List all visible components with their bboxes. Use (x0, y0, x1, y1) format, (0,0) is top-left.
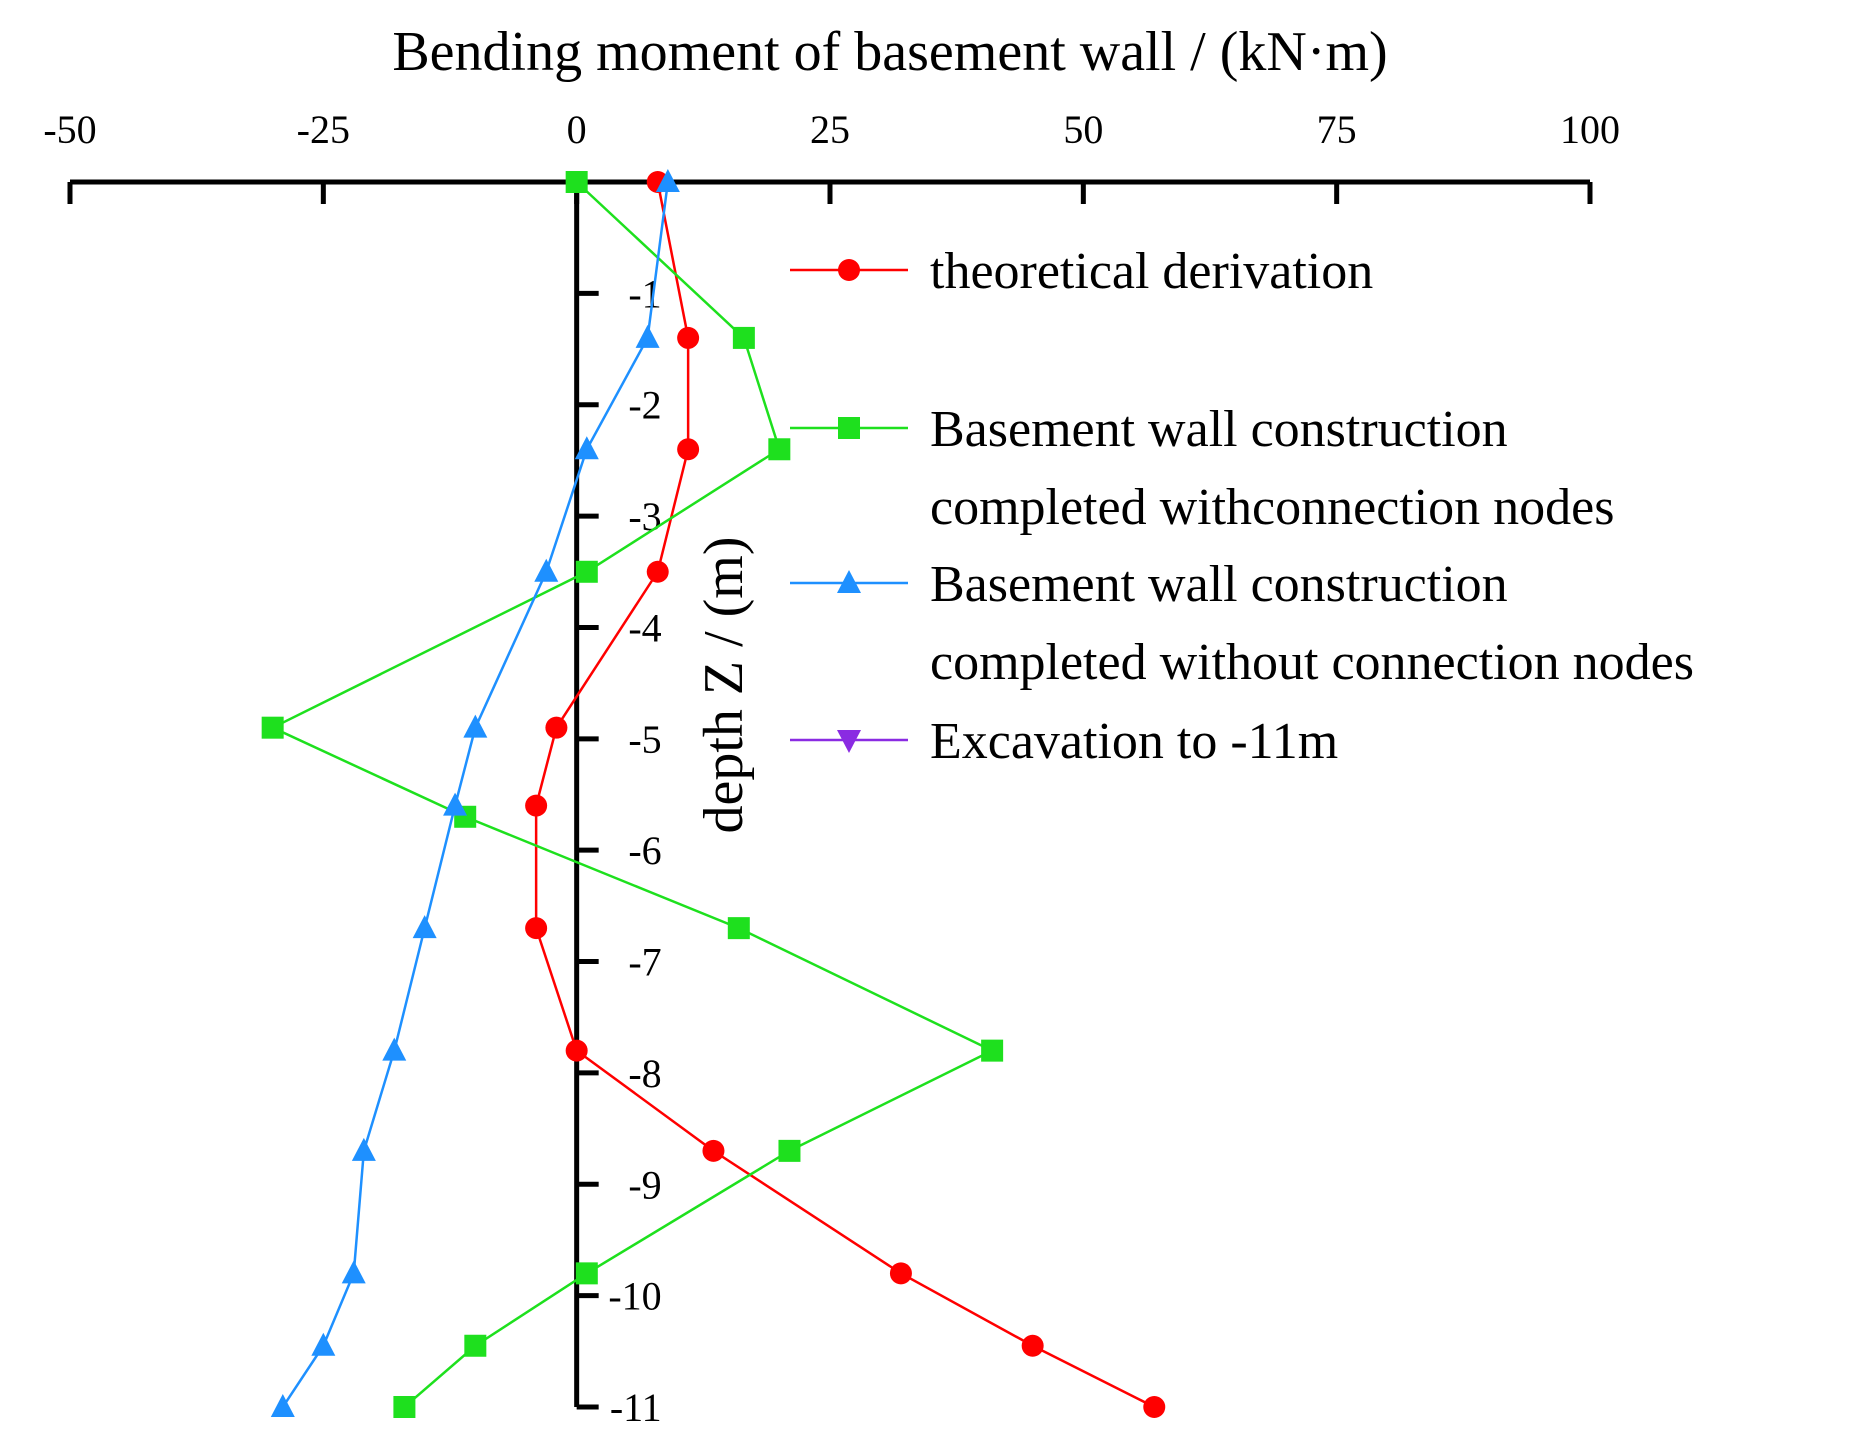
data-point (311, 1332, 336, 1356)
data-point (655, 169, 680, 192)
legend-label: theoretical derivation (930, 243, 1373, 300)
data-point (565, 171, 588, 193)
legend-marker (837, 730, 861, 753)
y-tick-label: -1 (628, 271, 661, 316)
data-point (574, 436, 599, 460)
data-point (525, 917, 548, 940)
x-axis-title: Bending moment of basement wall / (kN·m) (392, 21, 1387, 83)
series-line (269, 181, 995, 1408)
y-tick-label: -3 (628, 494, 661, 539)
data-point (635, 324, 660, 348)
x-axis: -50 -25 0 25 50 75 100 (43, 107, 1620, 204)
data-point (1143, 1396, 1166, 1418)
data-point (732, 326, 755, 349)
y-tick-label: -10 (608, 1274, 661, 1319)
data-point (525, 794, 548, 817)
x-tick-label: 25 (810, 107, 850, 152)
data-point (464, 1334, 487, 1357)
y-tick-label: -5 (628, 717, 661, 762)
x-tick-label: 75 (1317, 107, 1357, 152)
y-tick-label: -9 (628, 1162, 661, 1207)
data-point (677, 326, 700, 349)
data-point (463, 714, 488, 738)
legend-item: Basement wall construction completed with… (790, 556, 1694, 691)
series-line (281, 181, 670, 1408)
x-tick-label: -50 (43, 107, 96, 152)
y-tick-label: -6 (628, 828, 661, 873)
data-point (545, 716, 568, 739)
x-tick-label: -25 (297, 107, 350, 152)
data-point (393, 1396, 416, 1418)
data-point (1021, 1334, 1044, 1357)
y-tick-label: -2 (628, 383, 661, 428)
x-tick-label: 50 (1063, 107, 1103, 152)
legend-item: Excavation to -11m (790, 713, 1338, 770)
series-line (534, 181, 1155, 1409)
data-point (646, 560, 669, 583)
y-tick-label: -4 (628, 605, 661, 650)
y-tick-label: -8 (628, 1051, 661, 1096)
data-point (351, 1137, 376, 1161)
series-circle (525, 171, 1166, 1418)
x-tick-label: 0 (567, 107, 587, 152)
data-point (412, 915, 437, 939)
data-point (702, 1139, 725, 1162)
legend-item: Basement wall construction completed with… (790, 401, 1614, 536)
y-tick-label: -11 (610, 1385, 662, 1430)
data-point (565, 1039, 588, 1062)
data-point (778, 1139, 801, 1162)
data-point (575, 1262, 598, 1285)
series-triangle-up (270, 169, 680, 1417)
legend-label: completed withconnection nodes (930, 479, 1614, 536)
y-axis: -1 -2 -3 -4 -5 -6 -7 -8 -9 -10 -11 (574, 182, 662, 1430)
data-point (575, 560, 598, 583)
y-axis-title: depth Z / (m) (693, 536, 755, 833)
data-point (341, 1260, 366, 1284)
data-point (677, 438, 700, 461)
data-point (727, 917, 750, 940)
legend-marker (838, 417, 860, 439)
legend-item: theoretical derivation (790, 243, 1373, 300)
legend-label: Excavation to -11m (930, 713, 1338, 770)
series-layer (261, 169, 1166, 1418)
legend-label: Basement wall construction (930, 401, 1508, 458)
legend: theoretical derivation Basement wall cons… (790, 243, 1694, 770)
data-point (889, 1262, 912, 1285)
legend-label: completed without connection nodes (930, 634, 1694, 691)
data-point (981, 1039, 1004, 1062)
legend-marker (837, 570, 861, 593)
data-point (261, 716, 284, 739)
y-tick-label: -7 (628, 940, 661, 985)
data-point (534, 558, 559, 582)
data-point (382, 1037, 407, 1061)
series-square (261, 171, 1004, 1418)
data-point (768, 438, 791, 461)
legend-label: Basement wall construction (930, 556, 1508, 613)
x-tick-label: 100 (1560, 107, 1620, 152)
data-point (443, 792, 468, 816)
legend-marker (838, 259, 860, 281)
data-point (270, 1394, 295, 1417)
